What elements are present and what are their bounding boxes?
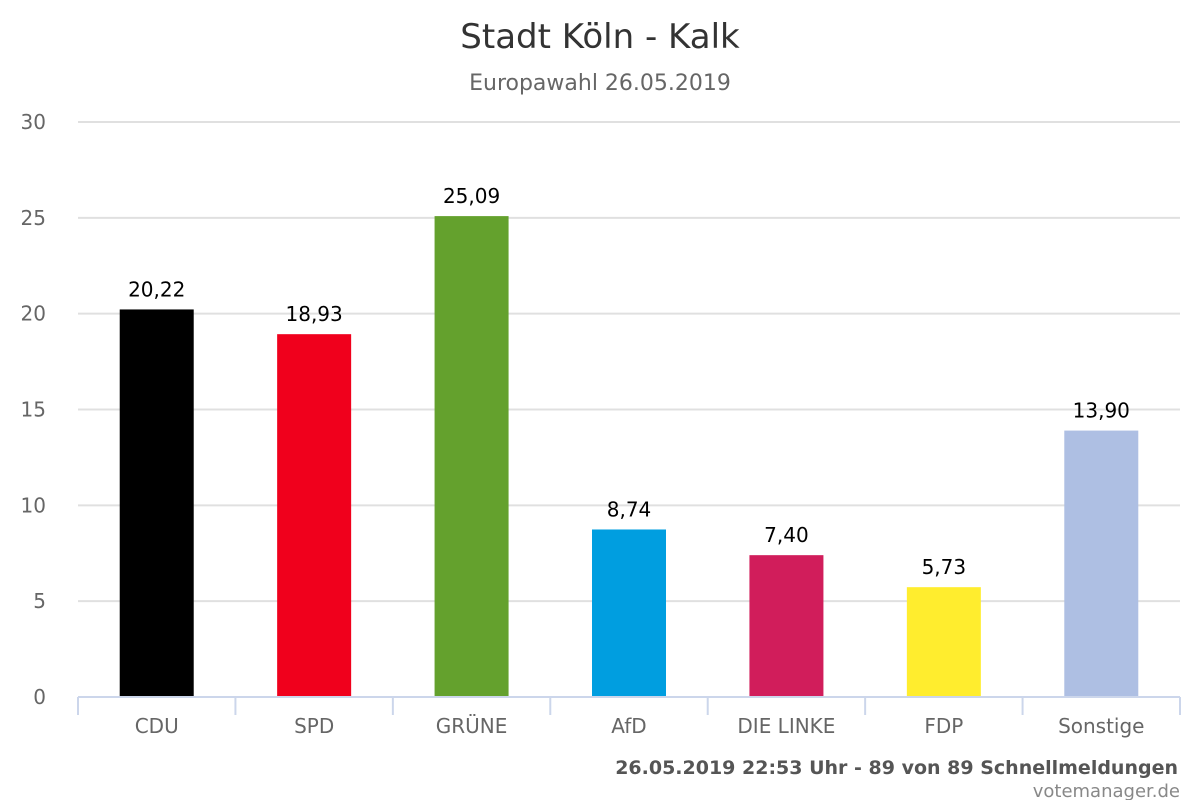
data-label: 13,90 bbox=[1073, 399, 1130, 423]
data-label: 8,74 bbox=[607, 497, 652, 521]
y-tick-label: 10 bbox=[21, 493, 46, 517]
y-axis-ticks: 0 5 10 15 20 25 30 bbox=[21, 110, 46, 709]
data-label: 20,22 bbox=[128, 277, 185, 301]
x-tick-label: CDU bbox=[135, 714, 179, 738]
y-tick-label: 15 bbox=[21, 398, 46, 422]
y-tick-label: 30 bbox=[21, 110, 46, 134]
footer-credit[interactable]: votemanager.de bbox=[1033, 781, 1180, 800]
data-labels: 20,22 18,93 25,09 8,74 7,40 5,73 13,90 bbox=[128, 184, 1130, 579]
bar-fdp[interactable] bbox=[906, 587, 981, 697]
x-tick-label: SPD bbox=[294, 714, 334, 738]
footer-status: 26.05.2019 22:53 Uhr - 89 von 89 Schnell… bbox=[615, 757, 1178, 779]
bar-sonstige[interactable] bbox=[1064, 430, 1139, 697]
bar-cdu[interactable] bbox=[119, 309, 194, 697]
y-tick-label: 20 bbox=[21, 302, 46, 326]
data-label: 25,09 bbox=[443, 184, 500, 208]
x-tick-label: AfD bbox=[611, 714, 646, 738]
data-label: 5,73 bbox=[922, 555, 967, 579]
data-label: 7,40 bbox=[764, 523, 809, 547]
y-tick-label: 0 bbox=[33, 685, 46, 709]
y-tick-label: 25 bbox=[21, 206, 46, 230]
chart-subtitle: Europawahl 26.05.2019 bbox=[469, 71, 731, 96]
data-label: 18,93 bbox=[286, 302, 343, 326]
x-tick-label: GRÜNE bbox=[436, 714, 508, 738]
bar-gr-ne[interactable] bbox=[434, 216, 509, 697]
y-tick-label: 5 bbox=[33, 589, 46, 613]
x-tick-label: Sonstige bbox=[1058, 714, 1144, 738]
x-tick-label: FDP bbox=[924, 714, 963, 738]
bars bbox=[119, 216, 1139, 697]
x-tick-label: DIE LINKE bbox=[737, 714, 835, 738]
x-axis: CDU SPD GRÜNE AfD DIE LINKE FDP Sonstige bbox=[77, 696, 1181, 738]
grid-lines bbox=[78, 121, 1180, 603]
bar-die-linke[interactable] bbox=[749, 555, 824, 697]
bar-spd[interactable] bbox=[277, 334, 352, 697]
bar-afd[interactable] bbox=[592, 529, 666, 697]
chart-title: Stadt Köln - Kalk bbox=[460, 17, 740, 57]
